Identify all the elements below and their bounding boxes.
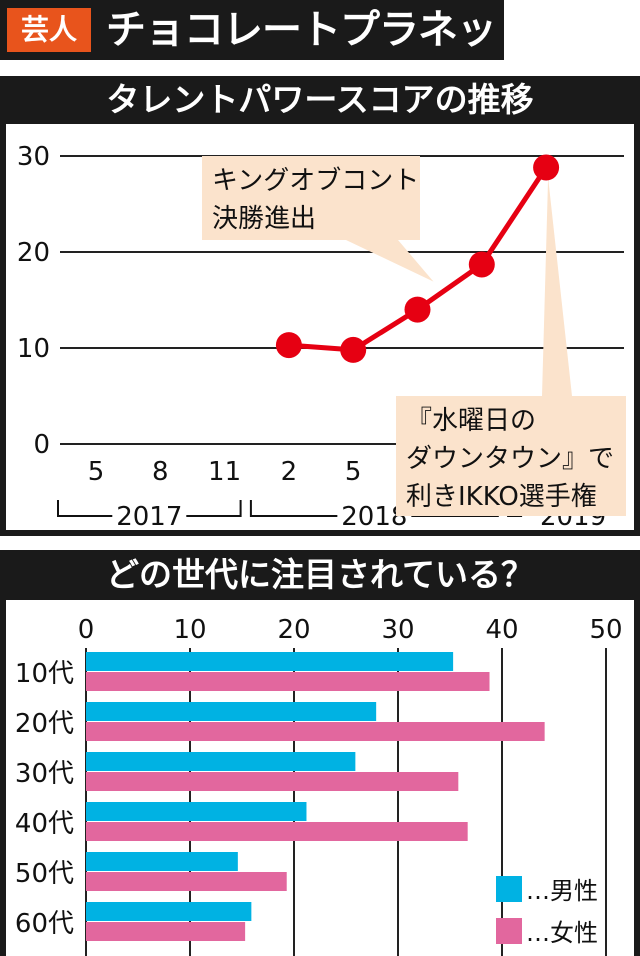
annotation-text: 利きIKKO選手権 bbox=[406, 482, 597, 512]
annotation-text: 決勝進出 bbox=[212, 204, 316, 234]
x-tick-label: 10 bbox=[173, 615, 206, 645]
annotation-box bbox=[202, 156, 420, 240]
annotation-text: ダウンタウン』で bbox=[406, 444, 614, 474]
y-tick-label: 20 bbox=[17, 238, 50, 268]
bar-female bbox=[86, 722, 545, 741]
bar-male bbox=[86, 702, 377, 721]
bar-female bbox=[86, 922, 246, 941]
data-point bbox=[275, 332, 302, 359]
category-label: 60代 bbox=[15, 909, 74, 939]
category-label: 20代 bbox=[15, 709, 74, 739]
data-point bbox=[468, 251, 495, 278]
x-tick-label: 2 bbox=[281, 457, 298, 487]
line-chart-panel: タレントパワースコアの推移 01020305811258112月20172018… bbox=[0, 76, 640, 536]
x-tick-label: 30 bbox=[381, 615, 414, 645]
bar-male bbox=[86, 902, 252, 921]
x-tick-label: 0 bbox=[78, 615, 95, 645]
x-tick-label: 11 bbox=[208, 457, 241, 487]
category-label: 10代 bbox=[15, 659, 74, 689]
bar-female bbox=[86, 872, 287, 891]
data-point bbox=[404, 296, 431, 323]
legend-label: …男性 bbox=[526, 877, 598, 905]
year-bracket bbox=[186, 500, 242, 517]
x-tick-label: 20 bbox=[277, 615, 310, 645]
annotation-pointer bbox=[346, 240, 434, 282]
data-point bbox=[340, 336, 367, 363]
x-tick-label: 40 bbox=[485, 615, 518, 645]
header-bar: 芸人 チョコレートプラネット bbox=[0, 0, 536, 60]
year-bracket bbox=[249, 500, 338, 517]
line-chart-area: 01020305811258112月201720182019キングオブコント決勝… bbox=[6, 124, 634, 530]
bar-male bbox=[86, 852, 238, 871]
category-label: 30代 bbox=[15, 759, 74, 789]
annotation-text: キングオブコント bbox=[212, 166, 419, 196]
line-chart-title: タレントパワースコアの推移 bbox=[106, 80, 534, 119]
bar-chart-title: どの世代に注目されている？ bbox=[105, 555, 534, 594]
x-tick-label: 5 bbox=[88, 457, 105, 487]
line-chart: 01020305811258112月201720182019キングオブコント決勝… bbox=[17, 142, 626, 530]
annotation-text: 『水曜日の bbox=[406, 406, 536, 436]
year-label: 2017 bbox=[116, 502, 182, 530]
y-tick-label: 0 bbox=[33, 430, 50, 460]
x-tick-label: 8 bbox=[152, 457, 169, 487]
category-label: 50代 bbox=[15, 859, 74, 889]
bar-chart: 0 10 20 30 40 50 10代 20代 30代 40代 50代 60代 …男性 …女性 bbox=[15, 615, 623, 956]
bar-chart-area: 0 10 20 30 40 50 10代 20代 30代 40代 50代 60代 …男性 …女性 bbox=[6, 600, 634, 956]
annotation-pointer bbox=[542, 177, 572, 396]
page-title: チョコレートプラネット bbox=[106, 7, 536, 53]
bar-male bbox=[86, 802, 307, 821]
bar-female bbox=[86, 822, 468, 841]
legend-swatch bbox=[496, 918, 522, 944]
y-tick-label: 30 bbox=[17, 142, 50, 172]
category-label: 40代 bbox=[15, 809, 74, 839]
x-tick-label: 50 bbox=[589, 615, 622, 645]
data-point bbox=[533, 154, 560, 181]
year-bracket bbox=[57, 500, 113, 517]
annotation-box bbox=[396, 396, 626, 516]
bar-female bbox=[86, 772, 459, 791]
category-badge: 芸人 bbox=[7, 8, 91, 52]
bar-male bbox=[86, 652, 454, 671]
y-tick-label: 10 bbox=[17, 334, 50, 364]
bar-chart-panel: どの世代に注目されている？ 0 10 20 30 40 50 10代 20代 30代 40代 50代… bbox=[0, 550, 640, 956]
bar-male bbox=[86, 752, 356, 771]
bar-female bbox=[86, 672, 490, 691]
legend-label: …女性 bbox=[526, 919, 598, 947]
x-tick-label: 5 bbox=[345, 457, 362, 487]
legend-swatch bbox=[496, 876, 522, 902]
